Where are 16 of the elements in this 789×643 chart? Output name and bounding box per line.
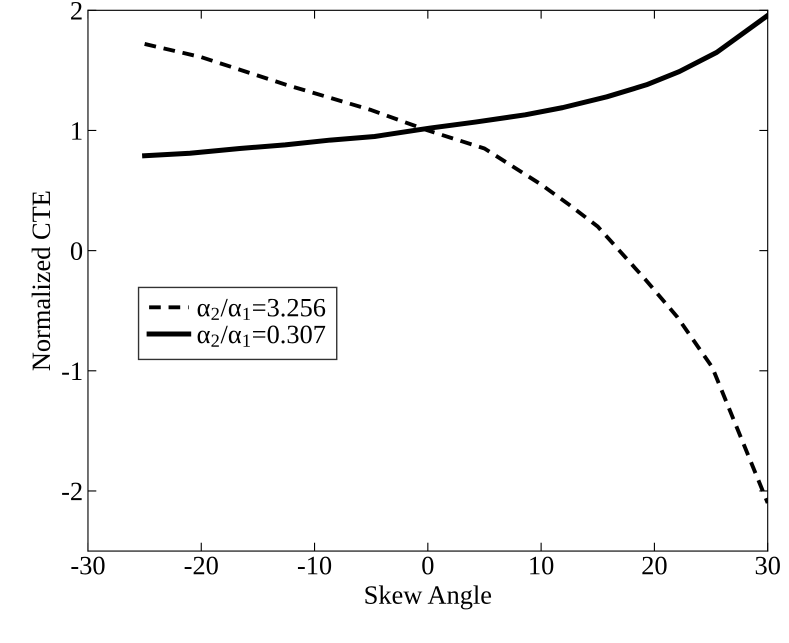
x-tick-label: -10 — [298, 556, 332, 574]
x-tick-label: 30 — [756, 556, 780, 574]
x-tick-label: -30 — [71, 556, 105, 574]
legend-label: α$_{2}$/α$_{1}$=0.307 — [198, 326, 326, 347]
x-tick-label: 0 — [422, 556, 434, 574]
legend-label: α$_{2}$/α$_{1}$=3.256 — [198, 298, 326, 320]
x-tick-label: 20 — [642, 556, 667, 574]
y-tick-label: -1 — [62, 362, 82, 380]
y-tick-label: 2 — [71, 2, 82, 20]
x-axis-title: Skew Angle — [365, 585, 492, 610]
y-tick-label: 1 — [72, 122, 82, 140]
x-tick-label: -20 — [184, 556, 218, 574]
y-tick-label: -2 — [62, 482, 82, 500]
y-axis-title: Normalized CTE — [32, 191, 50, 370]
x-tick-label: 10 — [530, 556, 554, 574]
y-tick-label: 0 — [70, 242, 82, 260]
